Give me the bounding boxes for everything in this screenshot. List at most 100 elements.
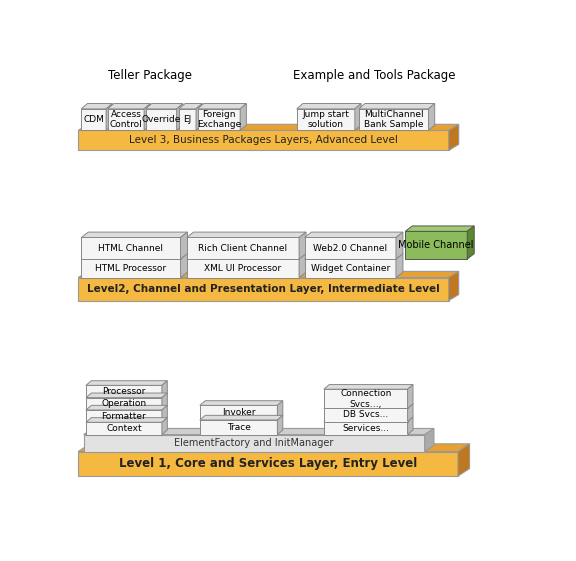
Polygon shape: [86, 381, 167, 385]
Text: Widget Container: Widget Container: [310, 264, 390, 273]
Polygon shape: [86, 406, 167, 410]
Polygon shape: [86, 398, 162, 410]
Polygon shape: [200, 401, 283, 406]
Polygon shape: [406, 226, 474, 231]
Text: Context: Context: [106, 424, 142, 433]
Polygon shape: [78, 278, 449, 301]
Text: Rich Client Channel: Rich Client Channel: [198, 244, 287, 253]
Polygon shape: [81, 109, 106, 131]
Text: Override: Override: [142, 115, 181, 124]
Polygon shape: [108, 109, 144, 131]
Polygon shape: [305, 254, 403, 259]
Polygon shape: [162, 393, 167, 410]
Polygon shape: [240, 104, 247, 131]
Text: ElementFactory and InitManager: ElementFactory and InitManager: [175, 438, 334, 448]
Polygon shape: [196, 104, 202, 131]
Text: Operation: Operation: [101, 399, 146, 408]
Polygon shape: [408, 404, 413, 421]
Polygon shape: [81, 104, 112, 109]
Text: Services...: Services...: [342, 424, 389, 433]
Polygon shape: [78, 131, 449, 150]
Text: Trace: Trace: [227, 423, 251, 432]
Text: Jump start
solution: Jump start solution: [302, 110, 349, 130]
Text: DB Svcs...: DB Svcs...: [343, 411, 388, 420]
Text: Web2.0 Channel: Web2.0 Channel: [313, 244, 387, 253]
Text: Connection
Svcs…,: Connection Svcs…,: [340, 389, 392, 408]
Text: Teller Package: Teller Package: [108, 68, 191, 81]
Text: Level2, Channel and Presentation Layer, Intermediate Level: Level2, Channel and Presentation Layer, …: [87, 284, 440, 294]
Text: Level 1, Core and Services Layer, Entry Level: Level 1, Core and Services Layer, Entry …: [119, 457, 417, 470]
Polygon shape: [86, 393, 167, 398]
Polygon shape: [278, 401, 283, 420]
Polygon shape: [81, 237, 180, 259]
Polygon shape: [144, 104, 150, 131]
Text: Level 3, Business Packages Layers, Advanced Level: Level 3, Business Packages Layers, Advan…: [129, 135, 398, 145]
Polygon shape: [84, 435, 425, 452]
Text: EJ: EJ: [183, 115, 192, 124]
Polygon shape: [179, 109, 196, 131]
Polygon shape: [81, 259, 180, 278]
Text: Invoker: Invoker: [222, 408, 255, 417]
Text: HTML Channel: HTML Channel: [98, 244, 164, 253]
Polygon shape: [324, 389, 408, 408]
Polygon shape: [187, 254, 306, 259]
Polygon shape: [458, 444, 469, 476]
Polygon shape: [305, 259, 396, 278]
Polygon shape: [396, 232, 403, 259]
Polygon shape: [179, 104, 202, 109]
Polygon shape: [324, 384, 413, 389]
Text: XML UI Processor: XML UI Processor: [204, 264, 282, 273]
Polygon shape: [86, 410, 162, 422]
Polygon shape: [198, 104, 247, 109]
Polygon shape: [78, 444, 469, 452]
Polygon shape: [429, 104, 435, 131]
Polygon shape: [146, 109, 177, 131]
Polygon shape: [81, 232, 187, 237]
Polygon shape: [324, 421, 408, 435]
Polygon shape: [359, 109, 429, 131]
Polygon shape: [305, 237, 396, 259]
Polygon shape: [324, 404, 413, 408]
Polygon shape: [305, 232, 403, 237]
Polygon shape: [324, 417, 413, 421]
Polygon shape: [408, 417, 413, 435]
Polygon shape: [146, 104, 183, 109]
Polygon shape: [86, 385, 162, 398]
Polygon shape: [200, 406, 278, 420]
Polygon shape: [449, 125, 458, 150]
Polygon shape: [359, 104, 435, 109]
Polygon shape: [187, 259, 299, 278]
Polygon shape: [200, 415, 283, 420]
Text: Example and Tools Package: Example and Tools Package: [293, 68, 456, 81]
Polygon shape: [297, 109, 355, 131]
Polygon shape: [78, 125, 458, 131]
Polygon shape: [299, 254, 306, 278]
Polygon shape: [200, 420, 278, 435]
Polygon shape: [408, 384, 413, 408]
Polygon shape: [108, 104, 150, 109]
Polygon shape: [449, 272, 458, 301]
Text: Formatter: Formatter: [101, 412, 146, 421]
Polygon shape: [86, 422, 162, 435]
Polygon shape: [406, 231, 467, 259]
Polygon shape: [162, 418, 167, 435]
Polygon shape: [396, 254, 403, 278]
Polygon shape: [324, 408, 408, 421]
Polygon shape: [180, 254, 187, 278]
Text: Access
Control: Access Control: [109, 110, 142, 130]
Text: Foreign
Exchange: Foreign Exchange: [197, 110, 241, 130]
Polygon shape: [198, 109, 240, 131]
Polygon shape: [78, 452, 458, 476]
Polygon shape: [84, 429, 434, 435]
Polygon shape: [81, 254, 187, 259]
Polygon shape: [467, 226, 474, 259]
Polygon shape: [177, 104, 183, 131]
Polygon shape: [299, 232, 306, 259]
Text: CDM: CDM: [84, 115, 104, 124]
Text: Mobile Channel: Mobile Channel: [399, 240, 474, 250]
Polygon shape: [187, 237, 299, 259]
Polygon shape: [162, 406, 167, 422]
Text: HTML Processor: HTML Processor: [96, 264, 166, 273]
Text: Processor: Processor: [102, 387, 146, 396]
Polygon shape: [78, 272, 458, 278]
